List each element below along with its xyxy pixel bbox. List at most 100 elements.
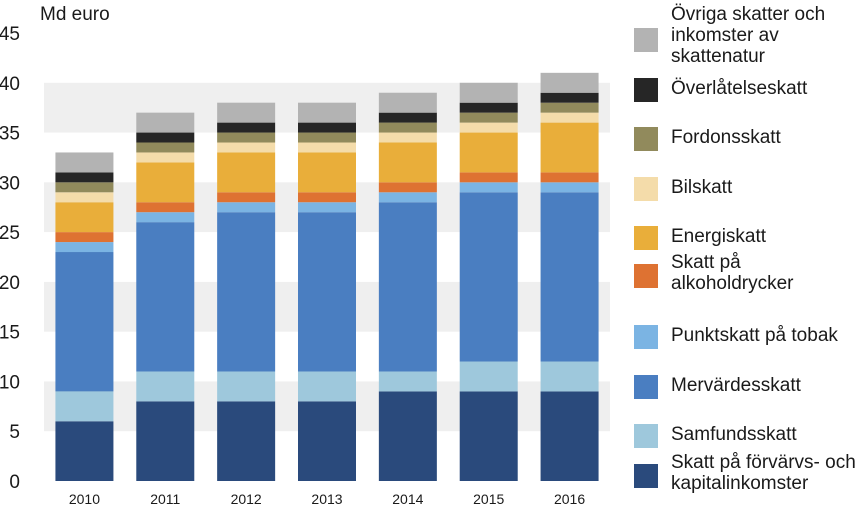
bar-segment — [540, 92, 599, 103]
bar-segment — [378, 202, 437, 372]
bar-segment — [298, 142, 356, 153]
bar-segment — [459, 82, 518, 103]
y-tick-label: 15 — [0, 323, 20, 344]
y-tick-label: 5 — [9, 422, 20, 443]
bar-segment — [378, 391, 437, 481]
legend-swatch — [634, 264, 658, 288]
bar-segment — [136, 162, 195, 203]
bar-segment — [55, 152, 114, 173]
y-tick-label: 40 — [0, 74, 20, 95]
bar-segment — [298, 371, 356, 402]
bar-segment — [298, 102, 356, 123]
bar-segment — [217, 132, 276, 143]
y-axis-label: Md euro — [40, 4, 110, 25]
legend-item: Energiskatt — [634, 226, 861, 250]
bar-segment — [540, 112, 599, 123]
legend-swatch — [634, 78, 658, 102]
legend-label: Bilskatt — [671, 177, 733, 198]
bar-segment — [136, 142, 195, 153]
legend-item: Samfundsskatt — [634, 424, 861, 448]
legend-label: Överlåtelseskatt — [671, 78, 808, 99]
legend-item: Bilskatt — [634, 177, 861, 201]
legend-swatch — [634, 28, 658, 52]
x-tick-label: 2011 — [150, 491, 180, 507]
legend-item: Fordonsskatt — [634, 127, 861, 151]
bar-segment — [217, 142, 276, 153]
x-tick-label: 2014 — [392, 491, 423, 507]
bar-segment — [540, 122, 599, 173]
bar-segment — [136, 202, 195, 213]
y-tick-label: 10 — [0, 372, 20, 393]
bar-segment — [217, 192, 276, 203]
y-tick-label: 0 — [9, 472, 20, 493]
bar-segment — [136, 132, 195, 143]
y-tick-label: 35 — [0, 124, 20, 145]
y-tick-label: 20 — [0, 273, 20, 294]
y-tick-label: 30 — [0, 173, 20, 194]
legend-item: Skatt på förvärvs- och kapitalinkomster — [634, 452, 861, 494]
bar-segment — [378, 122, 437, 133]
bar-segment — [136, 112, 195, 133]
legend-label: Punktskatt på tobak — [671, 325, 838, 346]
bar-segment — [459, 132, 518, 173]
bar-segment — [540, 172, 599, 183]
bar-segment — [136, 212, 195, 223]
x-tick-label: 2013 — [311, 491, 342, 507]
legend-item: Punktskatt på tobak — [634, 325, 861, 349]
bar-segment — [136, 222, 195, 372]
legend-item: Övriga skatter och inkomster av skattena… — [634, 4, 861, 67]
bar-segment — [378, 132, 437, 143]
bar-segment — [217, 102, 276, 123]
bar-segment — [540, 391, 599, 481]
legend-label: Fordonsskatt — [671, 127, 781, 148]
bar-segment — [298, 212, 356, 372]
bar-segment — [459, 122, 518, 133]
bar-segment — [540, 361, 599, 392]
x-tick-label: 2010 — [69, 491, 100, 507]
x-tick-label: 2015 — [473, 491, 504, 507]
bar-segment — [217, 401, 276, 481]
bar-segment — [298, 202, 356, 213]
bar-segment — [55, 202, 114, 233]
bar-segment — [55, 421, 114, 481]
bar-segment — [55, 172, 114, 183]
legend-label: Energiskatt — [671, 226, 767, 247]
bar-segment — [459, 112, 518, 123]
legend-swatch — [634, 464, 658, 488]
legend-label: Skatt på alkoholdrycker — [671, 252, 794, 294]
legend-swatch — [634, 325, 658, 349]
bar-segment — [378, 142, 437, 183]
bar-segment — [540, 102, 599, 113]
bar-segment — [298, 401, 356, 481]
bar-segment — [55, 192, 114, 203]
legend-swatch — [634, 226, 658, 250]
bar-segment — [217, 212, 276, 372]
bar-segment — [55, 242, 114, 253]
bar-segment — [55, 391, 114, 422]
legend-item: Mervärdesskatt — [634, 375, 861, 399]
bar-segment — [459, 182, 518, 193]
bar-segment — [540, 192, 599, 362]
bar-segment — [378, 92, 437, 113]
legend-label: Skatt på förvärvs- och kapitalinkomster — [671, 452, 856, 494]
y-tick-label: 45 — [0, 24, 20, 45]
legend-swatch — [634, 424, 658, 448]
bar-segment — [459, 391, 518, 481]
bar-segment — [55, 232, 114, 243]
bar-segment — [298, 152, 356, 193]
legend-item: Skatt på alkoholdrycker — [634, 252, 861, 294]
legend-item: Överlåtelseskatt — [634, 78, 861, 102]
bar-segment — [217, 122, 276, 133]
bar-segment — [217, 202, 276, 213]
bar-segment — [55, 252, 114, 392]
legend-label: Mervärdesskatt — [671, 375, 801, 396]
bar-segment — [459, 102, 518, 113]
x-tick-label: 2012 — [231, 491, 262, 507]
bar-segment — [459, 172, 518, 183]
legend-swatch — [634, 375, 658, 399]
bar-segment — [136, 152, 195, 163]
bar-segment — [378, 192, 437, 203]
bar-segment — [136, 401, 195, 481]
bar-segment — [298, 192, 356, 203]
